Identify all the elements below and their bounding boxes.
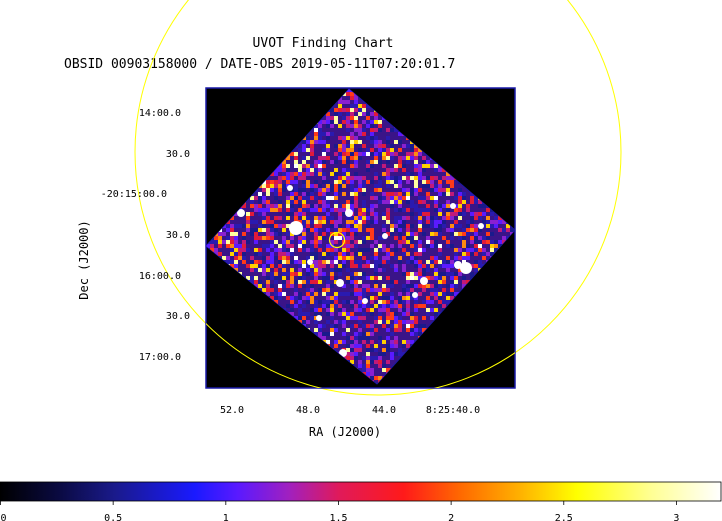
colorbar-tick-label: 3	[673, 513, 679, 521]
star-source	[382, 233, 388, 239]
star-source	[345, 209, 353, 217]
star-source	[412, 292, 418, 298]
ra-tick: 44.0	[372, 405, 396, 416]
colorbar-tick-label: 1	[223, 513, 229, 521]
colorbar-tick-label: 2	[448, 513, 454, 521]
ra-tick: 8:25:40.0	[426, 405, 480, 416]
dec-tick: 14:00.0	[139, 108, 181, 119]
star-source	[237, 209, 245, 217]
dec-tick: -20:15:00.0	[101, 189, 167, 200]
star-source	[454, 261, 462, 269]
ra-tick: 48.0	[296, 405, 320, 416]
dec-tick: 17:00.0	[139, 352, 181, 363]
star-source	[287, 185, 293, 191]
colorbar-tick-label: 1.5	[329, 513, 347, 521]
star-source	[307, 259, 313, 265]
dec-axis-label: Dec (J2000)	[77, 220, 91, 299]
ra-tick: 52.0	[220, 405, 244, 416]
dec-tick: 30.0	[166, 230, 190, 241]
target-circle	[328, 231, 346, 249]
colorbar-tick-label: 0.5	[104, 513, 122, 521]
star-source	[289, 221, 303, 235]
star-source	[478, 223, 484, 229]
star-source	[336, 279, 344, 287]
star-source	[420, 277, 428, 285]
star-source	[362, 298, 368, 304]
dec-tick: 30.0	[166, 149, 190, 160]
chart-title: UVOT Finding Chart	[252, 36, 394, 51]
star-source	[316, 315, 322, 321]
colorbar-tick-label: 0	[1, 513, 7, 521]
star-source	[460, 262, 472, 274]
dec-tick: 16:00.0	[139, 271, 181, 282]
overlay-circle-large	[134, 0, 622, 396]
chart-subtitle: OBSID 00903158000 / DATE-OBS 2019-05-11T…	[64, 57, 456, 72]
star-source	[450, 203, 456, 209]
colorbar-gradient	[0, 481, 722, 502]
dec-ticks: 14:00.0 30.0 -20:15:00.0 30.0 16:00.0 30…	[101, 108, 190, 363]
colorbar: 0 0.5 1 1.5 2 2.5 3	[0, 481, 722, 521]
ra-axis-label: RA (J2000)	[309, 425, 381, 439]
colorbar-tick-label: 2.5	[555, 513, 573, 521]
ra-ticks: 52.0 48.0 44.0 8:25:40.0	[220, 405, 480, 416]
dec-tick: 30.0	[166, 311, 190, 322]
